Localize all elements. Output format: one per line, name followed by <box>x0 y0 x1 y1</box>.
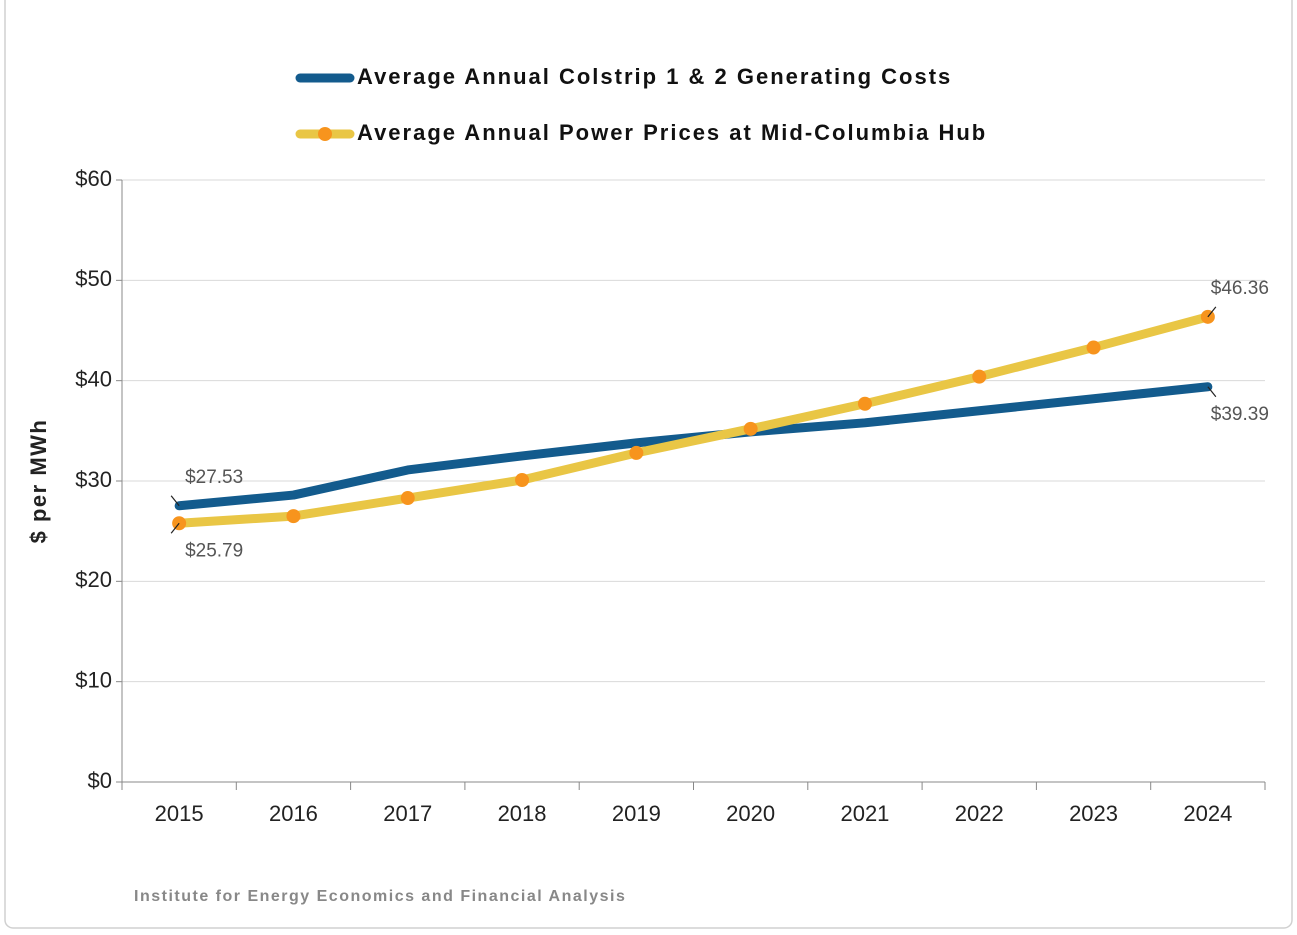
y-tick-label: $20 <box>75 567 112 592</box>
leader-line <box>170 522 180 534</box>
legend-marker <box>318 127 332 141</box>
x-tick-label: 2020 <box>726 801 775 826</box>
y-tick-label: $60 <box>75 166 112 191</box>
footer: Institute for Energy Economics and Finan… <box>134 888 626 905</box>
x-tick-label: 2019 <box>612 801 661 826</box>
marker <box>515 472 530 487</box>
chart-frame <box>4 0 1293 929</box>
x-tick-label: 2017 <box>383 801 432 826</box>
series-line <box>174 312 1213 528</box>
x-tick-label: 2022 <box>955 801 1004 826</box>
marker <box>286 509 301 524</box>
value-label: $46.36 <box>1211 278 1269 299</box>
marker <box>857 396 872 411</box>
y-axis-label: $ per MWh <box>26 419 51 544</box>
y-tick-label: $50 <box>75 266 112 291</box>
leader-line <box>1207 306 1217 318</box>
x-tick-label: 2024 <box>1183 801 1232 826</box>
value-label: $25.79 <box>185 540 243 561</box>
value-label: $27.53 <box>185 467 243 488</box>
leader-line <box>1207 386 1217 398</box>
marker <box>972 369 987 384</box>
x-tick-label: 2015 <box>155 801 204 826</box>
x-tick-label: 2018 <box>498 801 547 826</box>
x-tick-label: 2021 <box>840 801 889 826</box>
marker <box>743 421 758 436</box>
marker <box>1086 340 1101 355</box>
legend-label: Average Annual Colstrip 1 & 2 Generating… <box>357 64 952 89</box>
marker <box>400 491 415 506</box>
x-tick-label: 2016 <box>269 801 318 826</box>
leader-line <box>170 495 180 507</box>
y-tick-label: $10 <box>75 667 112 692</box>
y-tick-label: $0 <box>88 768 112 793</box>
x-tick-label: 2023 <box>1069 801 1118 826</box>
y-tick-label: $30 <box>75 467 112 492</box>
marker <box>629 445 644 460</box>
value-label: $39.39 <box>1211 404 1269 425</box>
y-tick-label: $40 <box>75 366 112 391</box>
legend-label: Average Annual Power Prices at Mid-Colum… <box>357 120 987 145</box>
